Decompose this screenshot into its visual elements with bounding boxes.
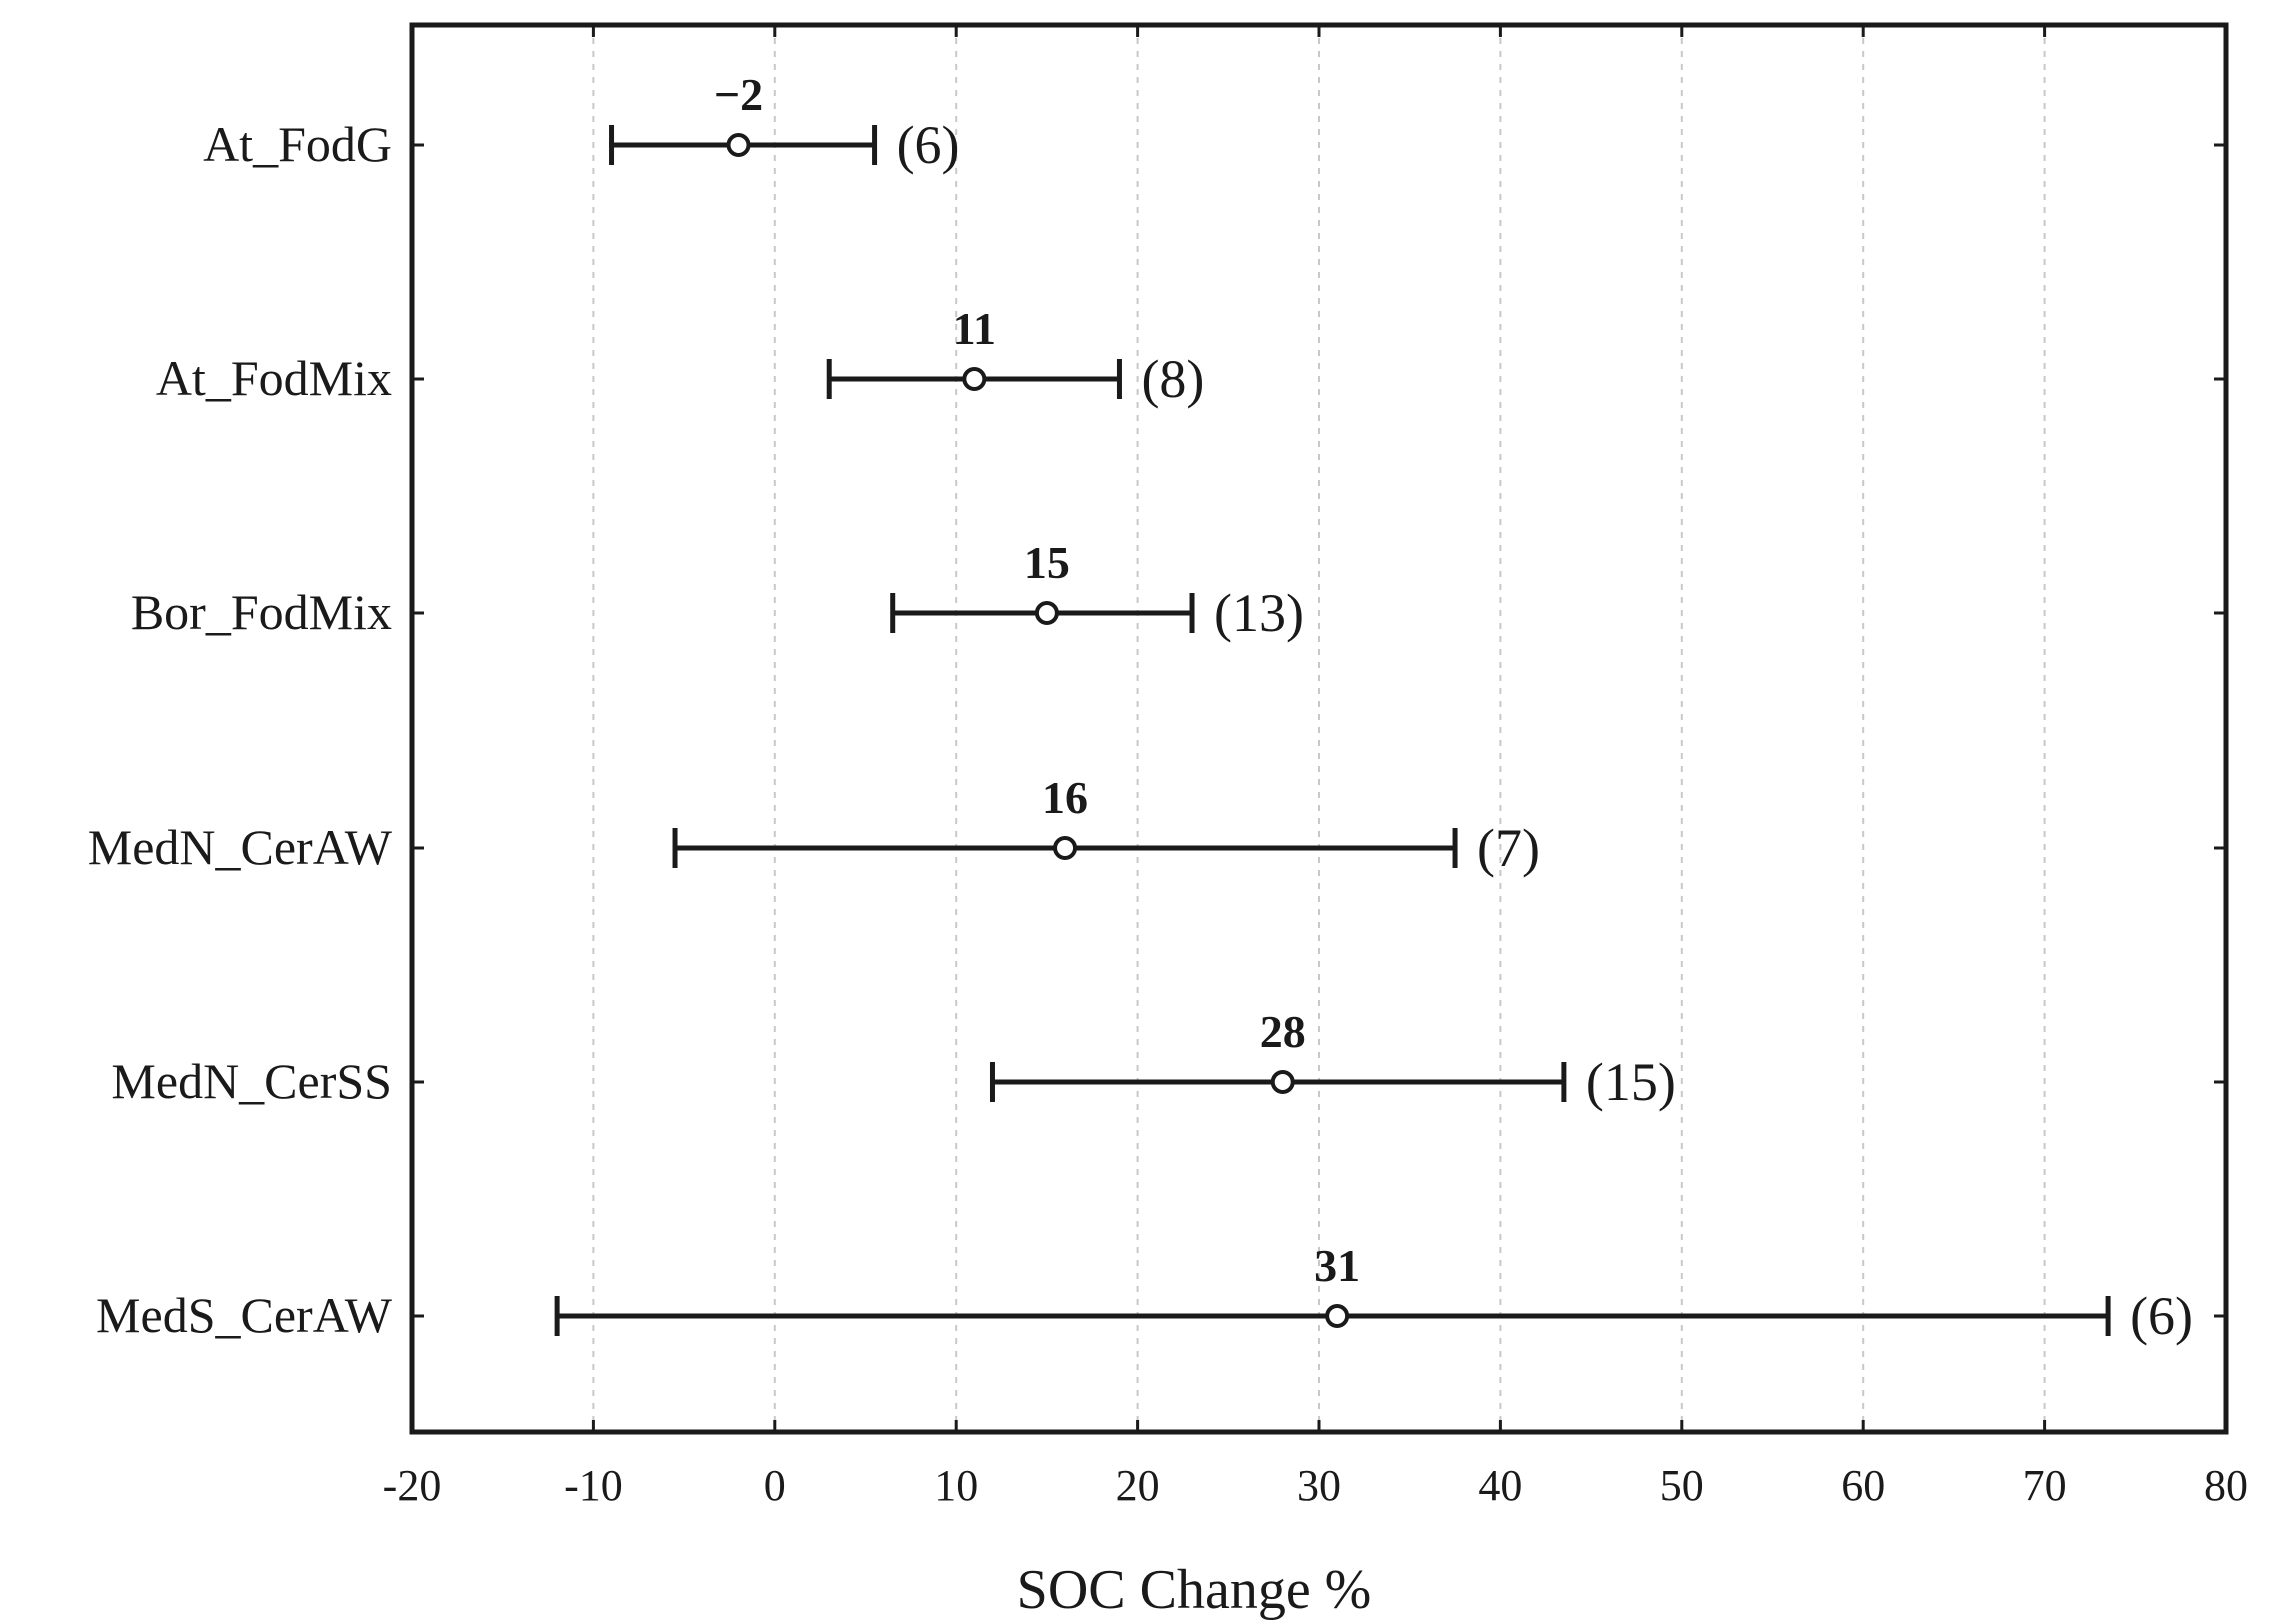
sample-size-label: (8)	[1141, 349, 1204, 409]
mean-marker	[962, 367, 987, 391]
x-tick-label: 10	[934, 1461, 978, 1510]
x-tick-label: 30	[1297, 1461, 1341, 1510]
sample-size-label: (6)	[2130, 1286, 2193, 1346]
mean-value-label: 16	[1042, 772, 1088, 823]
x-tick-label: 0	[764, 1461, 786, 1510]
x-tick-label: 20	[1116, 1461, 1160, 1510]
x-tick-label: 70	[2023, 1461, 2067, 1510]
category-label: Bor_FodMix	[131, 584, 392, 640]
mean-value-label: 15	[1024, 537, 1070, 588]
category-label: At_FodMix	[156, 350, 392, 406]
category-label: At_FodG	[203, 116, 392, 172]
mean-marker	[1053, 836, 1078, 860]
x-tick-label: -10	[564, 1461, 623, 1510]
sample-size-label: (15)	[1586, 1052, 1676, 1112]
sample-size-label: (6)	[897, 115, 960, 175]
mean-marker	[1325, 1304, 1350, 1328]
mean-marker	[726, 133, 751, 157]
mean-value-label: 31	[1314, 1240, 1360, 1291]
sample-size-label: (7)	[1477, 818, 1540, 878]
x-tick-label: 60	[1841, 1461, 1885, 1510]
mean-value-label: 11	[953, 303, 996, 354]
x-tick-label: -20	[383, 1461, 442, 1510]
sample-size-label: (13)	[1214, 583, 1304, 643]
mean-marker	[1270, 1070, 1295, 1094]
category-label: MedN_CerSS	[111, 1053, 392, 1109]
category-label: MedS_CerAW	[96, 1287, 393, 1343]
gridlines	[592, 25, 2046, 1432]
x-tick-label: 40	[1478, 1461, 1522, 1510]
axis-ticks	[410, 25, 2228, 1432]
x-axis-title: SOC Change %	[1017, 1559, 1372, 1621]
x-tick-label: 50	[1660, 1461, 1704, 1510]
mean-value-label: 28	[1260, 1006, 1306, 1057]
error-bar-series	[554, 125, 2111, 1336]
mean-marker	[1034, 601, 1059, 625]
x-tick-label: 80	[2204, 1461, 2248, 1510]
mean-value-label: −2	[714, 69, 763, 120]
category-label: MedN_CerAW	[88, 819, 393, 875]
axis-labels: -20 -10 0 10 20 30 40 50 60 70 80 At_FodG −2 (6) At_Fo…	[88, 69, 2248, 1510]
